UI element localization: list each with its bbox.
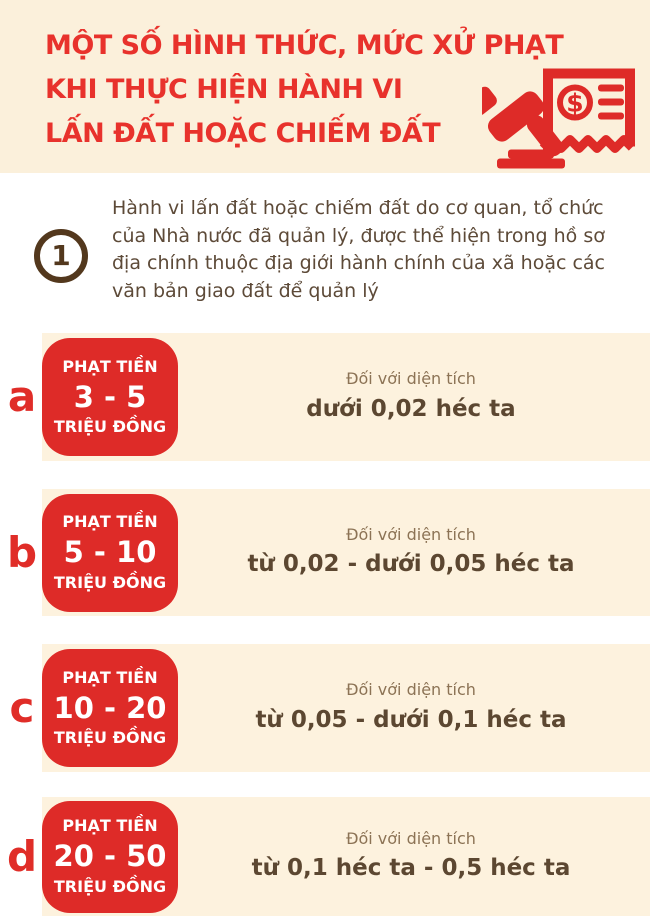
title-line-3: LẤN ĐẤT HOẶC CHIẾM ĐẤT — [45, 118, 441, 149]
area-value: từ 0,02 - dưới 0,05 héc ta — [247, 551, 575, 578]
area-value: dưới 0,02 héc ta — [306, 395, 516, 422]
gavel-receipt-icon: $ — [482, 68, 636, 169]
fine-label: PHẠT TIỀN — [62, 816, 158, 836]
fine-unit: TRIỆU ĐỒNG — [53, 417, 167, 437]
fine-box: PHẠT TIỀN 10 - 20 TRIỆU ĐỒNG — [42, 649, 178, 767]
title-line-1: MỘT SỐ HÌNH THỨC, MỨC XỬ PHẠT — [45, 30, 564, 61]
clause-number: 1 — [51, 239, 71, 272]
fine-amount: 10 - 20 — [53, 690, 167, 725]
area-value: từ 0,1 héc ta - 0,5 héc ta — [251, 855, 571, 882]
svg-text:$: $ — [566, 89, 583, 118]
fine-box: PHẠT TIỀN 3 - 5 TRIỆU ĐỒNG — [42, 338, 178, 456]
fine-label: PHẠT TIỀN — [62, 512, 158, 532]
page-title: MỘT SỐ HÌNH THỨC, MỨC XỬ PHẠT KHI THỰC H… — [45, 24, 564, 156]
penalty-row-d: d PHẠT TIỀN 20 - 50 TRIỆU ĐỒNG Đối với d… — [0, 797, 650, 916]
area-label: Đối với diện tích — [346, 828, 476, 848]
fine-label: PHẠT TIỀN — [62, 667, 158, 687]
fine-box: PHẠT TIỀN 5 - 10 TRIỆU ĐỒNG — [42, 493, 178, 612]
area-label: Đối với diện tích — [346, 680, 476, 700]
row-letter: c — [9, 683, 35, 732]
fine-label: PHẠT TIỀN — [62, 356, 158, 376]
area-label: Đối với diện tích — [346, 524, 476, 544]
clause-text: Hành vi lấn đất hoặc chiếm đất do cơ qua… — [112, 197, 605, 302]
area-text: Đối với diện tích từ 0,05 - dưới 0,1 héc… — [178, 680, 644, 736]
penalty-row-a: a PHẠT TIỀN 3 - 5 TRIỆU ĐỒNG Đối với diệ… — [0, 333, 650, 461]
area-text: Đối với diện tích dưới 0,02 héc ta — [178, 369, 644, 425]
area-label: Đối với diện tích — [346, 369, 476, 389]
fine-unit: TRIỆU ĐỒNG — [53, 728, 167, 748]
fine-amount: 5 - 10 — [63, 535, 157, 570]
penalty-row-b: b PHẠT TIỀN 5 - 10 TRIỆU ĐỒNG Đối với di… — [0, 489, 650, 616]
clause-number-badge: 1 — [34, 229, 88, 283]
row-letter: a — [7, 372, 37, 421]
area-text: Đối với diện tích từ 0,1 héc ta - 0,5 hé… — [178, 829, 644, 885]
penalty-row-c: c PHẠT TIỀN 10 - 20 TRIỆU ĐỒNG Đối với d… — [0, 644, 650, 772]
fine-unit: TRIỆU ĐỒNG — [53, 572, 167, 592]
fine-amount: 20 - 50 — [53, 839, 167, 874]
area-value: từ 0,05 - dưới 0,1 héc ta — [255, 706, 567, 733]
fine-box: PHẠT TIỀN 20 - 50 TRIỆU ĐỒNG — [42, 800, 178, 913]
fine-amount: 3 - 5 — [73, 379, 147, 414]
fine-unit: TRIỆU ĐỒNG — [53, 876, 167, 896]
area-text: Đối với diện tích từ 0,02 - dưới 0,05 hé… — [178, 525, 644, 581]
clause-section: 1 Hành vi lấn đất hoặc chiếm đất do cơ q… — [0, 173, 650, 333]
row-letter: b — [6, 527, 38, 577]
title-line-2: KHI THỰC HIỆN HÀNH VI — [45, 74, 403, 105]
row-letter: d — [6, 831, 38, 881]
header-band: MỘT SỐ HÌNH THỨC, MỨC XỬ PHẠT KHI THỰC H… — [0, 0, 650, 173]
